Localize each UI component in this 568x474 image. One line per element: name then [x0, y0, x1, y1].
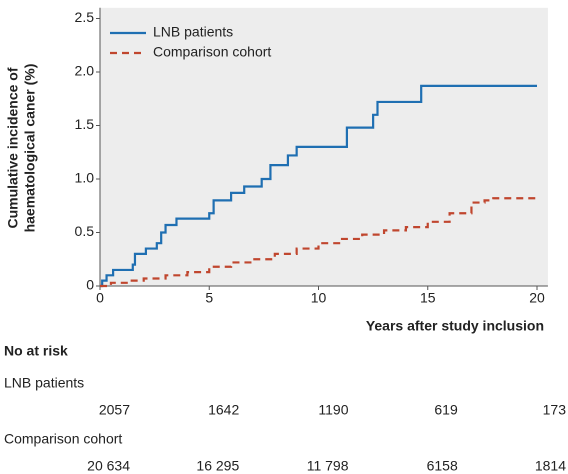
- y-tick-label: 2.5: [75, 9, 95, 25]
- x-tick-label: 0: [96, 290, 104, 306]
- at-risk-value: 6158: [427, 458, 458, 474]
- series-line: [100, 197, 537, 288]
- x-tick-label: 10: [311, 290, 327, 306]
- at-risk-value: 16 295: [196, 458, 239, 474]
- at-risk-title: No at risk: [4, 343, 68, 359]
- x-axis-label: Years after study inclusion: [366, 318, 544, 334]
- y-tick-label: 0: [86, 277, 94, 293]
- series-line: [100, 84, 537, 288]
- at-risk-value: 2057: [99, 402, 130, 418]
- y-tick-label: 1.5: [75, 116, 95, 132]
- at-risk-value: 1642: [208, 402, 239, 418]
- y-tick-label: 2.0: [75, 63, 95, 79]
- at-risk-value: 619: [434, 402, 458, 418]
- at-risk-value: 1190: [318, 402, 348, 418]
- legend-label: Comparison cohort: [153, 44, 271, 60]
- at-risk-row-label: LNB patients: [4, 375, 84, 391]
- x-tick-label: 20: [529, 290, 545, 306]
- at-risk-row-label: Comparison cohort: [4, 431, 122, 447]
- x-tick-label: 5: [205, 290, 213, 306]
- y-tick-label: 1.0: [75, 170, 95, 186]
- at-risk-value: 1814: [535, 458, 566, 474]
- at-risk-value: 173: [543, 402, 567, 418]
- at-risk-value: 11 798: [307, 458, 349, 474]
- legend-label: LNB patients: [153, 24, 233, 40]
- y-tick-label: 0.5: [75, 223, 95, 239]
- y-axis-label: Cumulative incidence of: [5, 67, 21, 228]
- x-tick-label: 15: [420, 290, 436, 306]
- at-risk-value: 20 634: [87, 458, 130, 474]
- y-axis-label: haematological caner (%): [22, 64, 38, 233]
